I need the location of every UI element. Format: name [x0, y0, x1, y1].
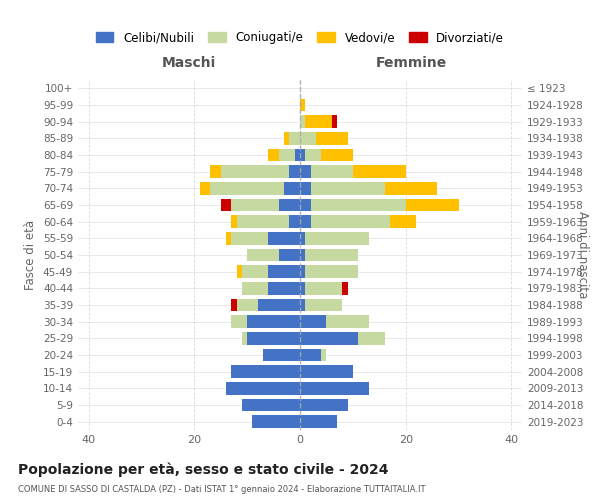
Bar	[236, 216, 289, 228]
Bar	[221, 166, 289, 178]
Bar	[353, 166, 406, 178]
Bar	[236, 266, 242, 278]
Bar	[258, 298, 300, 311]
Bar	[247, 332, 300, 344]
Bar	[300, 349, 321, 361]
Bar	[311, 199, 406, 211]
Bar	[305, 298, 342, 311]
Bar	[242, 266, 268, 278]
Bar	[231, 316, 247, 328]
Bar	[279, 149, 295, 162]
Bar	[300, 382, 369, 394]
Text: Popolazione per età, sesso e stato civile - 2024: Popolazione per età, sesso e stato civil…	[18, 462, 389, 477]
Bar	[300, 216, 311, 228]
Bar	[300, 132, 316, 144]
Bar	[316, 132, 347, 144]
Bar	[242, 332, 247, 344]
Bar	[279, 199, 300, 211]
Bar	[289, 166, 300, 178]
Bar	[284, 132, 289, 144]
Bar	[300, 332, 358, 344]
Bar	[236, 298, 258, 311]
Bar	[268, 232, 300, 244]
Y-axis label: Fasce di età: Fasce di età	[25, 220, 37, 290]
Bar	[295, 149, 300, 162]
Bar	[268, 282, 300, 294]
Bar	[300, 99, 305, 112]
Bar	[390, 216, 416, 228]
Bar	[358, 332, 385, 344]
Bar	[300, 282, 305, 294]
Bar	[300, 182, 311, 194]
Bar	[300, 266, 305, 278]
Bar	[210, 182, 284, 194]
Bar	[406, 199, 458, 211]
Bar	[231, 199, 279, 211]
Bar	[247, 316, 300, 328]
Bar	[231, 298, 236, 311]
Bar	[300, 366, 353, 378]
Bar	[332, 116, 337, 128]
Bar	[289, 132, 300, 144]
Bar	[226, 232, 231, 244]
Bar	[231, 216, 236, 228]
Text: Femmine: Femmine	[376, 56, 446, 70]
Bar	[284, 182, 300, 194]
Bar	[247, 248, 279, 261]
Bar	[231, 232, 268, 244]
Y-axis label: Anni di nascita: Anni di nascita	[576, 212, 589, 298]
Bar	[311, 166, 353, 178]
Text: COMUNE DI SASSO DI CASTALDA (PZ) - Dati ISTAT 1° gennaio 2024 - Elaborazione TUT: COMUNE DI SASSO DI CASTALDA (PZ) - Dati …	[18, 485, 425, 494]
Bar	[300, 232, 305, 244]
Bar	[342, 282, 347, 294]
Bar	[268, 266, 300, 278]
Bar	[300, 416, 337, 428]
Bar	[305, 232, 369, 244]
Bar	[289, 216, 300, 228]
Bar	[300, 298, 305, 311]
Bar	[305, 266, 358, 278]
Bar	[300, 399, 347, 411]
Bar	[200, 182, 210, 194]
Bar	[242, 282, 268, 294]
Bar	[268, 149, 279, 162]
Bar	[300, 248, 305, 261]
Bar	[326, 316, 369, 328]
Bar	[321, 149, 353, 162]
Bar	[300, 316, 326, 328]
Bar	[305, 248, 358, 261]
Bar	[300, 199, 311, 211]
Bar	[311, 216, 390, 228]
Bar	[300, 149, 305, 162]
Bar	[221, 199, 231, 211]
Bar	[321, 349, 326, 361]
Bar	[226, 382, 300, 394]
Legend: Celibi/Nubili, Coniugati/e, Vedovi/e, Divorziati/e: Celibi/Nubili, Coniugati/e, Vedovi/e, Di…	[91, 26, 509, 49]
Bar	[210, 166, 221, 178]
Bar	[242, 399, 300, 411]
Bar	[279, 248, 300, 261]
Bar	[300, 166, 311, 178]
Bar	[263, 349, 300, 361]
Bar	[300, 116, 305, 128]
Bar	[231, 366, 300, 378]
Bar	[385, 182, 437, 194]
Bar	[253, 416, 300, 428]
Bar	[305, 116, 332, 128]
Bar	[305, 149, 321, 162]
Bar	[305, 282, 342, 294]
Bar	[311, 182, 385, 194]
Text: Maschi: Maschi	[162, 56, 216, 70]
